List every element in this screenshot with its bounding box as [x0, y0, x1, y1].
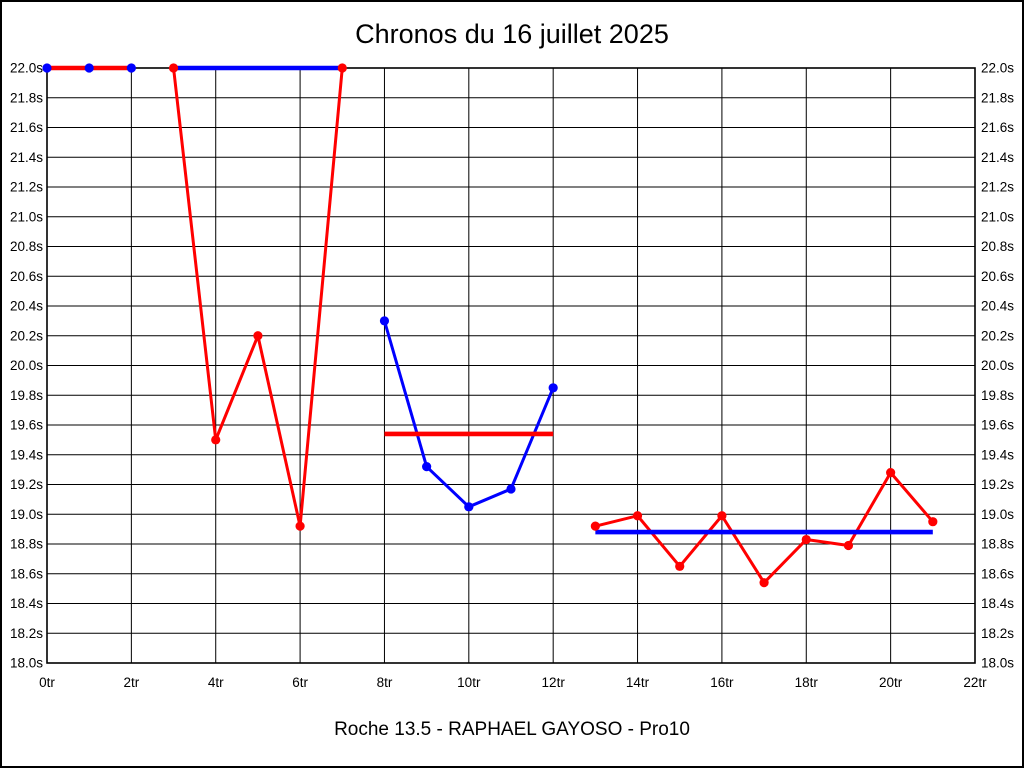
x-tick-label: 0tr — [39, 675, 55, 690]
session-4-data-point-marker — [886, 468, 896, 478]
session-1-data-point-marker — [42, 63, 52, 73]
session-2-data-point-marker — [253, 331, 263, 341]
y-tick-label-right: 18.6s — [981, 566, 1014, 581]
y-tick-label-right: 20.4s — [981, 299, 1014, 314]
y-tick-label-left: 18.4s — [10, 596, 43, 611]
y-tick-label-left: 19.8s — [10, 388, 43, 403]
session-2-data-point-marker — [337, 63, 347, 73]
plot-border — [46, 67, 976, 664]
session-4-line — [595, 471, 934, 585]
y-tick-label-right: 20.6s — [981, 269, 1014, 284]
session-1-data-point-marker — [84, 63, 94, 73]
session-4-data-point-marker — [717, 511, 727, 521]
x-tick-label: 10tr — [457, 675, 481, 690]
y-tick-label-right: 19.4s — [981, 447, 1014, 462]
session-3-data-point-marker — [548, 383, 558, 393]
y-tick-label-right: 19.2s — [981, 477, 1014, 492]
y-tick-label-right: 20.0s — [981, 358, 1014, 373]
session-4-data-point-marker — [759, 578, 769, 588]
x-tick-label: 4tr — [208, 675, 224, 690]
y-tick-label-left: 21.6s — [10, 120, 43, 135]
session-3-data-point-marker — [464, 502, 474, 512]
y-tick-label-right: 18.4s — [981, 596, 1014, 611]
y-tick-label-left: 20.6s — [10, 269, 43, 284]
session-4-data-point-marker — [928, 517, 938, 527]
session-1-data-point-marker — [126, 63, 136, 73]
y-tick-label-right: 19.6s — [981, 418, 1014, 433]
y-tick-label-left: 21.8s — [10, 90, 43, 105]
session-4-data-point-marker — [843, 540, 854, 551]
session-3-data-point-marker — [379, 316, 390, 326]
x-tick-label: 12tr — [542, 675, 566, 690]
session-4-data-point-marker — [632, 511, 643, 521]
y-tick-label-left: 21.4s — [10, 150, 43, 165]
y-tick-label-left: 20.0s — [10, 358, 43, 373]
y-tick-label-left: 20.2s — [10, 328, 43, 343]
session-4-data-point-marker — [590, 521, 600, 531]
y-tick-label-right: 21.4s — [981, 150, 1014, 165]
chart-title: Chronos du 16 juillet 2025 — [355, 19, 669, 49]
x-tick-label: 22tr — [963, 675, 987, 690]
x-tick-label: 6tr — [292, 675, 308, 690]
y-tick-label-left: 19.0s — [10, 507, 43, 522]
x-tick-label: 14tr — [626, 675, 650, 690]
x-tick-label: 18tr — [795, 675, 819, 690]
session-2-line — [172, 67, 344, 528]
y-tick-label-right: 21.8s — [981, 90, 1014, 105]
session-4-data-point-marker — [675, 561, 685, 571]
session-3-data-point-marker — [422, 462, 432, 472]
session-2-data-point-marker — [168, 63, 179, 73]
y-tick-label-left: 19.6s — [10, 418, 43, 433]
y-tick-label-right: 20.8s — [981, 239, 1014, 254]
session-2-data-point-marker — [295, 521, 305, 531]
y-tick-label-left: 20.4s — [10, 299, 43, 314]
y-tick-label-left: 18.2s — [10, 626, 43, 641]
x-tick-label: 8tr — [377, 675, 393, 690]
y-tick-label-right: 21.6s — [981, 120, 1014, 135]
y-tick-label-left: 21.0s — [10, 209, 43, 224]
y-tick-label-left: 18.6s — [10, 566, 43, 581]
y-tick-label-right: 22.0s — [981, 61, 1014, 76]
y-tick-label-right: 19.0s — [981, 507, 1014, 522]
session-4-data-point-marker — [801, 534, 811, 545]
y-tick-label-left: 20.8s — [10, 239, 43, 254]
y-tick-label-left: 22.0s — [10, 61, 43, 76]
session-3-data-point-marker — [506, 484, 516, 494]
x-tick-label: 2tr — [123, 675, 139, 690]
x-tick-label: 20tr — [879, 675, 903, 690]
y-tick-label-right: 18.0s — [981, 656, 1014, 671]
y-tick-label-right: 18.8s — [981, 537, 1014, 552]
y-tick-label-right: 18.2s — [981, 626, 1014, 641]
y-tick-label-right: 19.8s — [981, 388, 1014, 403]
y-tick-label-left: 19.4s — [10, 447, 43, 462]
y-tick-label-left: 19.2s — [10, 477, 43, 492]
x-tick-label: 16tr — [710, 675, 734, 690]
session-2-data-point-marker — [211, 435, 221, 445]
y-tick-label-right: 21.0s — [981, 209, 1014, 224]
y-tick-label-right: 21.2s — [981, 180, 1014, 195]
chart-footer-label: Roche 13.5 - RAPHAEL GAYOSO - Pro10 — [334, 719, 690, 740]
y-tick-label-left: 21.2s — [10, 180, 43, 195]
y-tick-label-left: 18.0s — [10, 656, 43, 671]
y-tick-label-left: 18.8s — [10, 537, 43, 552]
y-tick-label-right: 20.2s — [981, 328, 1014, 343]
